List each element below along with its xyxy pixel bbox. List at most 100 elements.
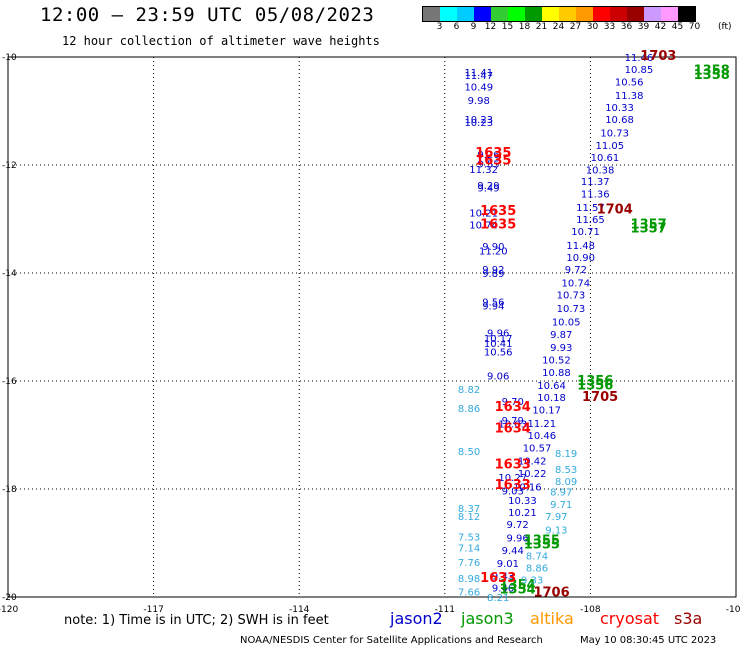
data-point-label: 9.87 [550,330,572,341]
y-tick-label: -20 [2,593,17,603]
x-tick-label: -108 [580,605,601,615]
data-point-label: 10.56 [615,77,644,88]
colorbar-label: 24 [552,22,565,32]
data-point-label: 1355 [524,533,560,548]
data-point-label: 10.23 [464,115,493,126]
colorbar-swatch [644,7,661,21]
plot-frame [7,56,737,598]
data-point-label: 8.21 [487,593,509,604]
data-point-label: 11.48 [566,241,595,252]
data-point-label: 10.17 [484,334,513,345]
data-point-label: 1706 [533,586,569,601]
data-point-label: 8.98 [458,574,480,585]
data-point-label: 8.86 [458,404,480,415]
data-point-label: 8.19 [555,449,577,460]
data-point-label: 9.72 [506,520,528,531]
data-point-label: 1358 [694,64,730,79]
timestamp: May 10 08:30:45 UTC 2023 [580,635,717,646]
data-point-label: 7.76 [458,558,480,569]
data-point-label: 1634 [495,400,531,415]
x-tick-label: -117 [143,605,163,615]
colorbar-swatch [491,7,508,21]
x-tick-label: -120 [0,605,18,615]
data-point-label: 10.73 [600,129,629,140]
y-tick-label: -10 [2,53,17,63]
legend-s3a: s3a [674,609,703,628]
legend-altika: altika [530,609,574,628]
x-tick-label: -114 [289,605,310,615]
data-point-label: 10.21 [508,508,537,519]
y-tick-label: -16 [2,377,17,387]
colorbar-swatch [474,7,491,21]
data-point-label: 10.33 [508,496,537,507]
colorbar-swatch [678,7,695,21]
data-point-label: 9.94 [482,301,504,312]
data-point-label: 10.68 [605,115,634,126]
data-point-label: 10.42 [518,456,547,467]
data-point-label: 7.53 [458,533,480,544]
colorbar-label: 45 [671,22,684,32]
data-point-label: 10.64 [537,381,566,392]
colorbar-label: 30 [586,22,599,32]
data-point-label: 1355 [524,538,560,553]
data-point-label: 7.97 [545,512,567,523]
data-point-label: 9.70 [502,397,524,408]
data-point-label: 10.16 [513,482,542,493]
colorbar-swatch [661,7,678,21]
data-point-label: 10.49 [464,83,493,94]
colorbar-swatch [610,7,627,21]
data-point-label: 1634 [495,422,531,437]
data-point-label: 8.37 [458,504,480,515]
data-point-label: 9.33 [521,576,543,587]
data-point-label: 9.96 [506,534,528,545]
data-point-label: 9.03 [502,487,524,498]
data-point-label: 11.20 [479,246,508,257]
y-tick-label: -18 [2,485,17,495]
data-point-label: 9.92 [482,265,504,276]
data-point-label: 8.09 [555,477,577,488]
colorbar-label: 12 [484,22,497,32]
data-point-label: 9.01 [497,559,519,570]
colorbar [422,6,696,22]
data-point-label: 9.06 [487,372,509,383]
data-point-label: 9.72 [565,265,587,276]
data-point-label: 1354 [500,582,536,597]
data-point-label: 10.74 [562,279,591,290]
data-point-label: 10.41 [484,339,513,350]
data-point-label: 11.65 [576,215,605,226]
colorbar-swatch [576,7,593,21]
data-point-label: 9.98 [468,96,490,107]
data-point-label: 1633 [480,571,516,586]
data-point-label: 8.74 [526,551,548,562]
data-point-label: 7.66 [458,588,480,599]
data-point-label: 9.89 [482,269,504,280]
data-point-label: 1354 [500,578,536,593]
data-point-label: 10.33 [605,103,634,114]
data-point-label: 1356 [577,374,613,389]
colorbar-swatch [440,7,457,21]
data-point-label: 11.32 [469,165,498,176]
colorbar-label: 9 [470,22,477,32]
colorbar-label: 18 [518,22,531,32]
colorbar-swatch [508,7,525,21]
colorbar-swatch [559,7,576,21]
data-point-label: 9.55 [477,159,499,170]
data-point-label: 9.56 [482,298,504,309]
x-tick-label: -105 [726,605,740,615]
y-tick-label: -12 [2,161,17,171]
data-point-label: 10.61 [591,153,620,164]
data-point-label: 10.21 [469,209,498,220]
data-point-label: 11.57 [576,203,605,214]
colorbar-label: 36 [620,22,633,32]
colorbar-swatch [593,7,610,21]
data-point-label: 9.13 [545,526,567,537]
data-point-label: 10.71 [571,227,600,238]
data-point-label: 11.38 [615,91,644,102]
data-point-label: 10.56 [484,347,513,358]
data-point-label: 9.93 [550,343,572,354]
colorbar-label: 33 [603,22,616,32]
data-point-label: 1635 [480,217,516,232]
data-point-label: 1357 [631,222,667,237]
data-point-label: 8.82 [458,385,480,396]
